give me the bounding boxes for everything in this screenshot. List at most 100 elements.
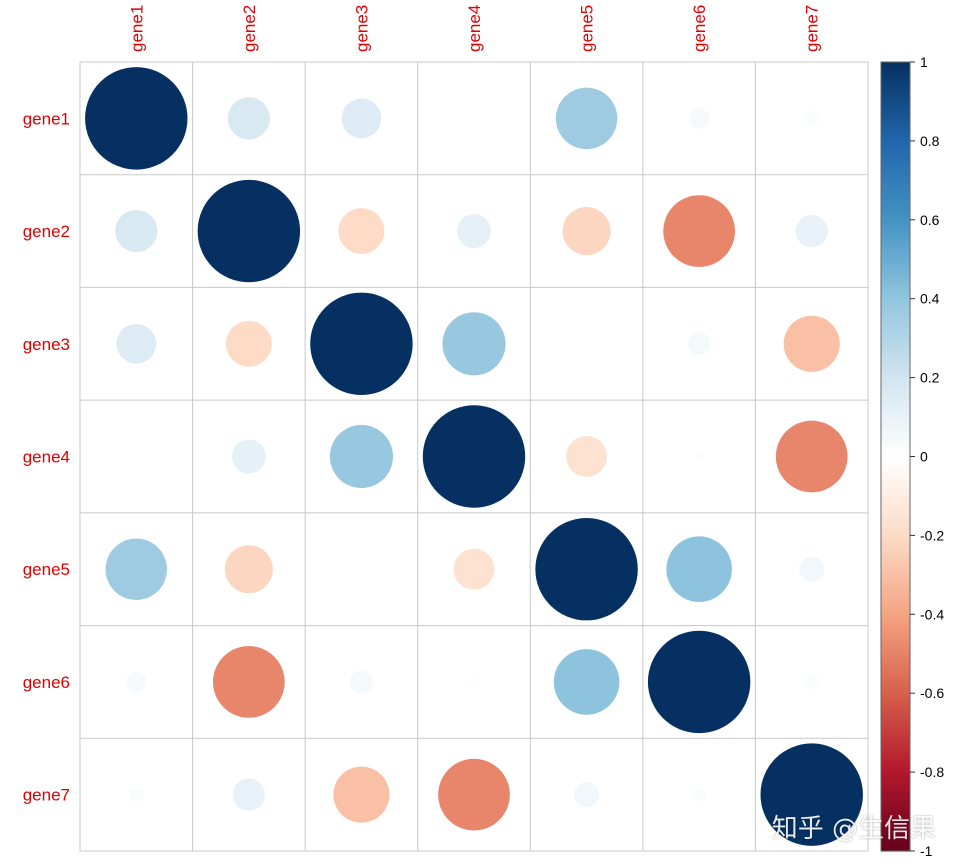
colorbar-segment — [881, 428, 910, 434]
corr-circle-gene6-gene7 — [804, 674, 819, 690]
colorbar-segment — [881, 776, 910, 781]
colorbar-segment — [881, 594, 910, 600]
colorbar-segment — [881, 310, 910, 316]
colorbar-segment — [881, 649, 910, 655]
colorbar-segment — [881, 503, 910, 509]
colorbar-segment — [881, 349, 910, 355]
colorbar-segment — [881, 472, 910, 477]
colorbar-segment — [881, 385, 910, 391]
row-label: gene2 — [23, 222, 70, 241]
colorbar-segment — [881, 799, 910, 805]
corr-circle-gene5-gene5 — [535, 517, 638, 621]
colorbar-segment — [881, 685, 910, 690]
corr-circle-gene7-gene3 — [333, 766, 390, 823]
column-label: gene6 — [690, 5, 709, 52]
corr-circle-gene2-gene6 — [663, 195, 735, 267]
colorbar-segment — [881, 65, 910, 71]
colorbar-segment — [881, 397, 910, 402]
corr-circle-gene3-gene1 — [116, 323, 157, 364]
corr-circle-gene4-gene3 — [329, 424, 394, 489]
corr-circle-gene5-gene2 — [224, 545, 273, 594]
colorbar-segment — [881, 712, 910, 718]
colorbar-segment — [881, 160, 910, 166]
colorbar-tick-label: 0 — [920, 449, 928, 465]
colorbar-segment — [881, 62, 910, 67]
colorbar-segment — [881, 204, 910, 209]
corr-circle-gene6-gene6 — [647, 630, 751, 734]
corr-circle-gene2-gene1 — [115, 209, 158, 253]
colorbar-segment — [881, 109, 910, 114]
colorbar-segment — [881, 251, 910, 256]
corr-circle-gene1-gene3 — [341, 98, 382, 139]
colorbar-segment — [881, 598, 910, 604]
colorbar-segment — [881, 756, 910, 761]
colorbar-segment — [881, 582, 910, 588]
colorbar-segment — [881, 436, 910, 442]
colorbar-segment — [881, 271, 910, 276]
colorbar-segment — [881, 661, 910, 667]
colorbar-segment — [881, 247, 910, 252]
colorbar-segment — [881, 618, 910, 623]
colorbar-segment — [881, 559, 910, 564]
colorbar-tick-label: -0.2 — [920, 527, 944, 543]
row-label: gene1 — [23, 109, 70, 128]
colorbar-segment — [881, 420, 910, 426]
colorbar-segment — [881, 827, 910, 832]
colorbar-segment — [881, 286, 910, 292]
corr-circle-gene2-gene5 — [562, 207, 611, 256]
colorbar-segment — [881, 653, 910, 659]
colorbar-segment — [881, 693, 910, 698]
colorbar-segment — [881, 555, 910, 560]
colorbar-segment — [881, 318, 910, 323]
colorbar-segment — [881, 263, 910, 268]
colorbar-tick-label: -0.8 — [920, 764, 944, 780]
corr-circle-gene4-gene5 — [566, 436, 608, 477]
colorbar-segment — [881, 413, 910, 418]
colorbar-segment — [881, 306, 910, 312]
colorbar-segment — [881, 803, 910, 809]
colorbar-segment — [881, 811, 910, 817]
corr-circle-gene6-gene2 — [213, 646, 285, 718]
colorbar-segment — [881, 322, 910, 327]
colorbar-segment — [881, 626, 910, 631]
colorbar-segment — [881, 566, 910, 572]
colorbar-segment — [881, 211, 910, 217]
corr-circle-gene4-gene4 — [422, 405, 526, 508]
colorbar-segment — [881, 192, 910, 197]
colorbar-segment — [881, 200, 910, 205]
colorbar-segment — [881, 377, 910, 383]
corr-circle-gene5-gene4 — [453, 548, 495, 590]
colorbar-segment — [881, 677, 910, 682]
colorbar-segment — [881, 543, 910, 548]
colorbar-segment — [881, 724, 910, 730]
colorbar-segment — [881, 586, 910, 592]
colorbar-segment — [881, 602, 910, 608]
colorbar-segment — [881, 606, 910, 611]
colorbar-segment — [881, 492, 910, 497]
colorbar-segment — [881, 736, 910, 742]
colorbar-segment — [881, 495, 910, 501]
colorbar-segment — [881, 133, 910, 138]
colorbar-segment — [881, 353, 910, 359]
corr-circle-gene1-gene1 — [85, 67, 188, 170]
colorbar-segment — [881, 97, 910, 103]
colorbar-segment — [881, 196, 910, 201]
colorbar-tick-label: 0.4 — [920, 291, 940, 307]
colorbar-segment — [881, 574, 910, 580]
colorbar-segment — [881, 223, 910, 229]
colorbar-segment — [881, 278, 910, 284]
corr-circle-gene3-gene6 — [687, 332, 711, 356]
colorbar-segment — [881, 302, 910, 308]
colorbar-segment — [881, 89, 910, 95]
colorbar-segment — [881, 701, 910, 706]
row-label: gene3 — [23, 335, 70, 354]
colorbar-segment — [881, 227, 910, 233]
colorbar-segment — [881, 290, 910, 296]
corr-circle-gene5-gene6 — [666, 536, 732, 603]
watermark: 知乎 @生信果 — [771, 814, 936, 844]
colorbar-segment — [881, 570, 910, 576]
colorbar-segment — [881, 760, 910, 765]
colorbar-segment — [881, 168, 910, 174]
colorbar-segment — [881, 393, 910, 398]
colorbar-segment — [881, 720, 910, 726]
